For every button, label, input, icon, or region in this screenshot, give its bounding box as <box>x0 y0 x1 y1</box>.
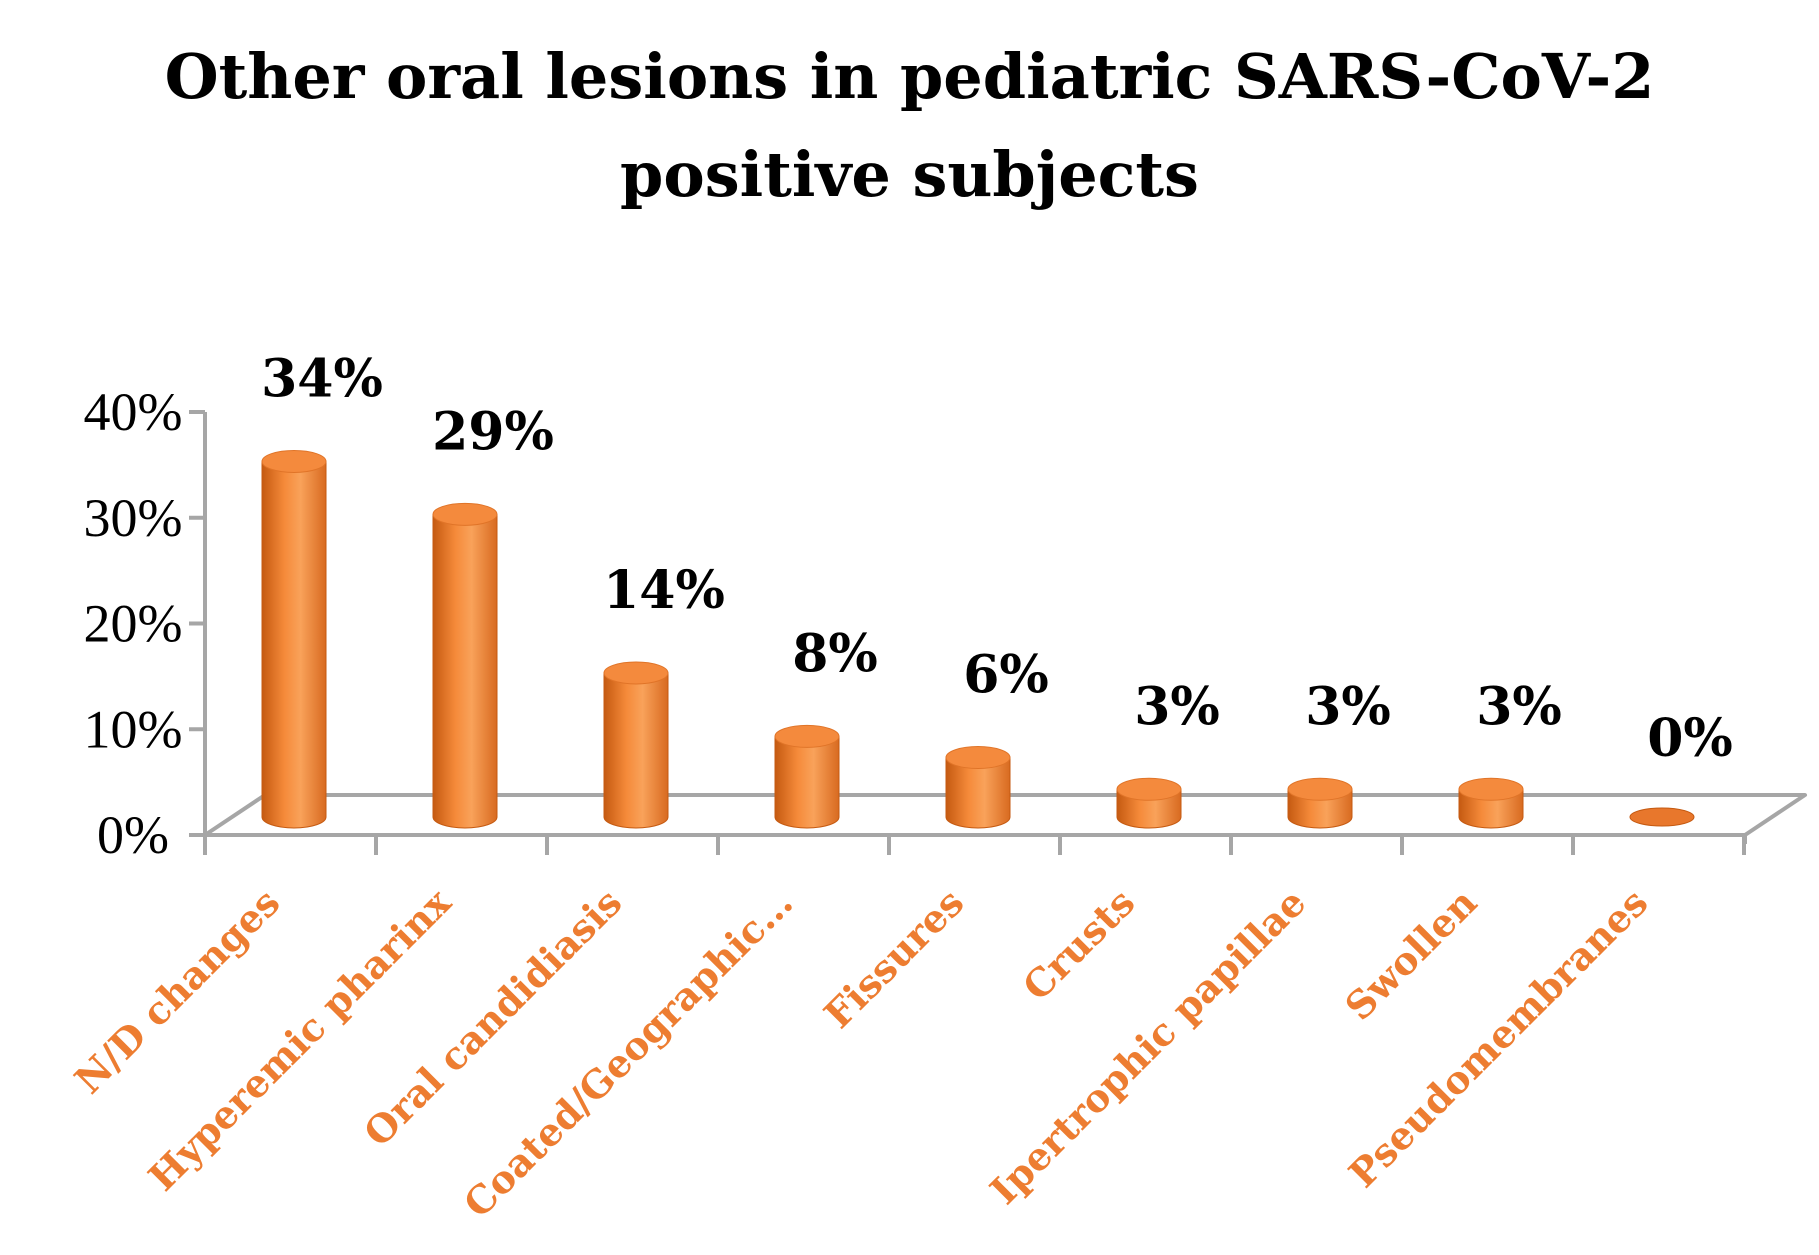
category-label: Crusts <box>1014 880 1144 1010</box>
bar-top <box>945 746 1011 770</box>
bar <box>1458 777 1524 829</box>
bar-top <box>1287 777 1353 801</box>
bar <box>945 746 1011 829</box>
data-label: 3% <box>1305 676 1391 737</box>
bar-top <box>1458 777 1524 801</box>
category-label: Pseudomembranes <box>1340 880 1657 1197</box>
bar-body <box>774 735 840 829</box>
y-tick-label: 0% <box>97 805 169 865</box>
bar <box>603 661 669 829</box>
data-label: 34% <box>261 348 383 409</box>
bar-top <box>1116 777 1182 801</box>
bar <box>261 449 327 829</box>
axes: 0% 10% 20% 30% 40% <box>84 382 1807 865</box>
bar-top <box>1629 807 1695 827</box>
bar-top <box>261 449 327 473</box>
bars <box>261 449 1695 829</box>
data-label: 3% <box>1476 676 1562 737</box>
category-label: Ipertrophic papillae <box>981 880 1314 1213</box>
bar <box>432 502 498 829</box>
bar-body <box>603 672 669 829</box>
data-label: 8% <box>792 623 878 684</box>
category-label: Coated/Geographic… <box>455 880 802 1227</box>
bar-top <box>603 661 669 685</box>
data-label: 3% <box>1134 676 1220 737</box>
data-label: 14% <box>603 560 725 621</box>
bar-body <box>945 757 1011 829</box>
data-label: 6% <box>963 645 1049 706</box>
y-tick-label: 20% <box>84 594 183 654</box>
chart-title-line-2: positive subjects <box>620 138 1199 211</box>
category-label: Fissures <box>815 880 972 1037</box>
bar-top <box>432 502 498 526</box>
y-tick-label: 40% <box>84 382 183 442</box>
bar-top <box>774 724 840 748</box>
y-tick-label: 10% <box>84 699 183 759</box>
bar <box>1116 777 1182 829</box>
category-label: Swollen <box>1336 880 1485 1029</box>
chart-title-line-1: Other oral lesions in pediatric SARS-CoV… <box>164 40 1655 113</box>
bar-body <box>261 460 327 829</box>
y-tick-label: 30% <box>84 488 183 548</box>
data-label: 0% <box>1647 708 1733 769</box>
chart-title: Other oral lesions in pediatric SARS-CoV… <box>0 28 1819 224</box>
bar-body <box>432 513 498 829</box>
bar <box>1629 807 1695 827</box>
data-label: 29% <box>432 401 554 462</box>
bar <box>1287 777 1353 829</box>
category-label: Hyperemic pharinx <box>139 879 459 1199</box>
bar <box>774 724 840 829</box>
